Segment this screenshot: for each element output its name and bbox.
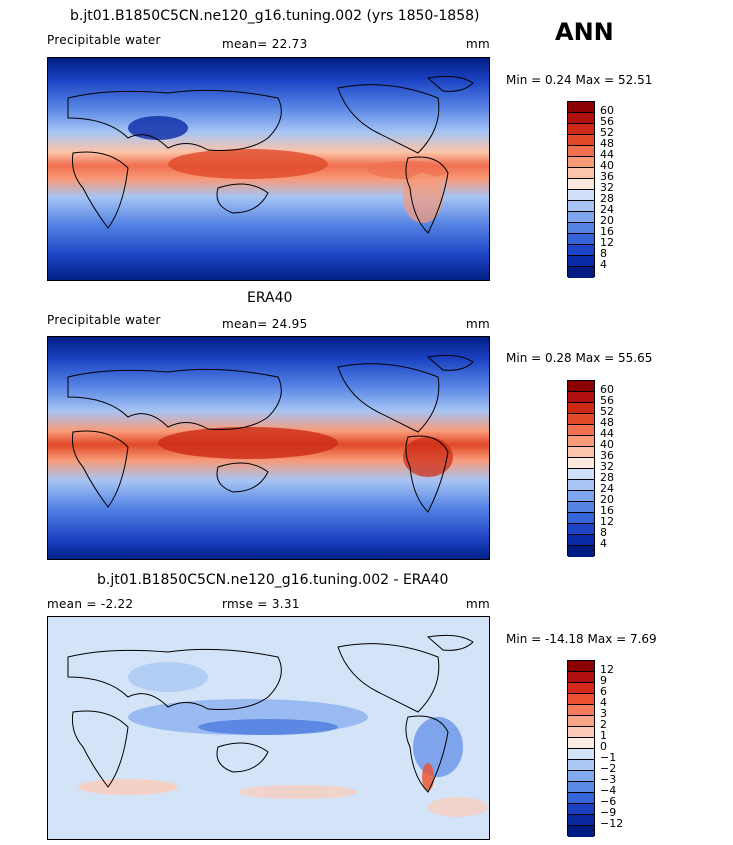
cbar3-label: 2: [600, 718, 607, 731]
cbar2-label: 24: [600, 482, 614, 495]
cbar1-label: 36: [600, 170, 614, 183]
cbar3-label: 0: [600, 740, 607, 753]
model-map-graphic: [48, 58, 489, 280]
cbar1-label: 4: [600, 258, 607, 271]
season-label: ANN: [555, 18, 614, 46]
cbar3-label: 12: [600, 663, 614, 676]
absolute-colorbar-2: [567, 380, 595, 557]
cbar3-label: −4: [600, 784, 617, 797]
cbar3-label: −1: [600, 751, 617, 764]
cbar1-label: 56: [600, 115, 614, 128]
cbar3-label: −3: [600, 773, 617, 786]
cbar3-label: −6: [600, 795, 617, 808]
cbar1-label: 20: [600, 214, 614, 227]
cbar2-label: 36: [600, 449, 614, 462]
difference-colorbar: [567, 660, 595, 837]
difference-map-graphic: [48, 617, 489, 839]
absolute-colorbar-1: [567, 101, 595, 278]
cbar2-label: 28: [600, 471, 614, 484]
panel3-mean-label: mean = -2.22: [47, 597, 134, 611]
cbar3-label: −2: [600, 762, 617, 775]
cbar1-label: 16: [600, 225, 614, 238]
era40-map-graphic: [48, 337, 489, 559]
era40-map-panel: [47, 336, 490, 560]
cbar3-label: −12: [600, 817, 624, 830]
cbar1-label: 60: [600, 104, 614, 117]
cbar1-label: 52: [600, 126, 614, 139]
cbar3-label: 6: [600, 685, 607, 698]
cbar1-label: 24: [600, 203, 614, 216]
panel2-minmax: Min = 0.28 Max = 55.65: [506, 351, 653, 365]
cbar2-label: 16: [600, 504, 614, 517]
panel1-mean-label: mean= 22.73: [222, 37, 308, 51]
cbar1-label: 48: [600, 137, 614, 150]
panel2-variable-label: Precipitable water: [47, 313, 161, 327]
cbar1-label: 8: [600, 247, 607, 260]
cbar3-label: 9: [600, 674, 607, 687]
cbar2-label: 56: [600, 394, 614, 407]
cbar3-label: 4: [600, 696, 607, 709]
panel1-variable-label: Precipitable water: [47, 33, 161, 47]
panel2-units: mm: [466, 317, 490, 331]
panel1-units: mm: [466, 37, 490, 51]
cbar1-label: 44: [600, 148, 614, 161]
cbar1-label: 32: [600, 181, 614, 194]
cbar3-label: 1: [600, 729, 607, 742]
model-map-panel: [47, 57, 490, 281]
cbar2-label: 20: [600, 493, 614, 506]
cbar2-label: 48: [600, 416, 614, 429]
cbar2-label: 4: [600, 537, 607, 550]
cbar1-label: 28: [600, 192, 614, 205]
cbar2-label: 32: [600, 460, 614, 473]
cbar2-label: 12: [600, 515, 614, 528]
difference-map-panel: [47, 616, 490, 840]
cbar1-label: 12: [600, 236, 614, 249]
cbar3-label: 3: [600, 707, 607, 720]
panel3-minmax: Min = -14.18 Max = 7.69: [506, 632, 657, 646]
cbar2-label: 44: [600, 427, 614, 440]
cbar1-label: 40: [600, 159, 614, 172]
cbar2-label: 40: [600, 438, 614, 451]
cbar2-label: 52: [600, 405, 614, 418]
panel3-rmse-label: rmse = 3.31: [222, 597, 300, 611]
cbar2-label: 60: [600, 383, 614, 396]
panel1-title: b.jt01.B1850C5CN.ne120_g16.tuning.002 (y…: [70, 8, 480, 24]
panel3-units: mm: [466, 597, 490, 611]
panel2-title: ERA40: [247, 290, 293, 306]
panel2-mean-label: mean= 24.95: [222, 317, 308, 331]
panel3-title: b.jt01.B1850C5CN.ne120_g16.tuning.002 - …: [97, 572, 449, 588]
panel1-minmax: Min = 0.24 Max = 52.51: [506, 73, 653, 87]
cbar2-label: 8: [600, 526, 607, 539]
cbar3-label: −9: [600, 806, 617, 819]
